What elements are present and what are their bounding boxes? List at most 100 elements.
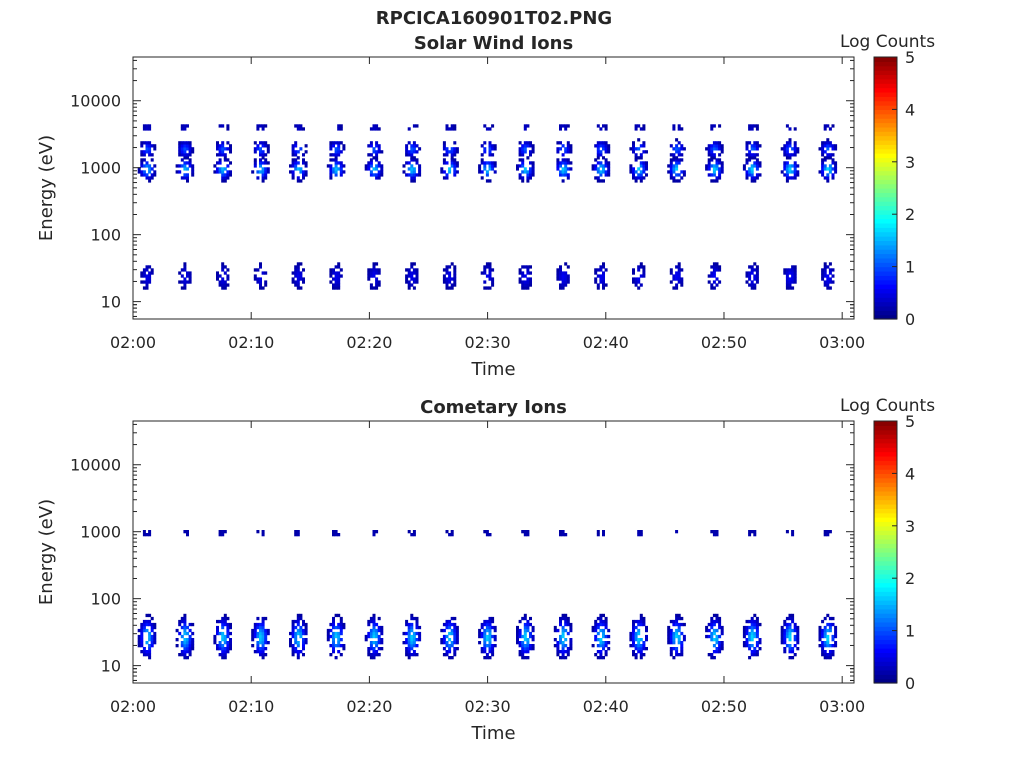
spectrogram-cell (264, 167, 268, 171)
spectrogram-cell (339, 170, 343, 174)
spectrogram-cell (145, 283, 149, 287)
spectrogram-cell (710, 631, 714, 636)
spectrogram-cell (793, 176, 797, 180)
colorbar-segment (874, 608, 897, 614)
spectrogram-cell (213, 638, 217, 642)
spectrogram-cell (521, 280, 525, 284)
spectrogram-cell (526, 141, 530, 145)
spectrogram-cell (337, 634, 341, 639)
spectrogram-cell (412, 638, 416, 642)
spectrogram-cell (407, 286, 411, 290)
spectrogram-cell (556, 268, 560, 272)
spectrogram-cell (369, 616, 373, 621)
spectrogram-cell (602, 280, 605, 284)
spectrogram-cell (521, 161, 525, 165)
spectrogram-cell (566, 619, 570, 624)
spectrogram-cell (748, 277, 752, 281)
spectrogram-cell (221, 262, 225, 266)
spectrogram-cell (450, 283, 454, 287)
spectrogram-cell (410, 265, 414, 269)
spectrogram-cell (445, 653, 449, 657)
spectrogram-cell (755, 616, 759, 621)
spectrogram-cell (407, 283, 411, 287)
spectrogram-cell (226, 173, 230, 177)
spectrogram-cell (150, 153, 154, 157)
spectrogram-cell (826, 153, 830, 157)
spectrogram-cell (407, 641, 411, 645)
spectrogram-cell (788, 613, 792, 618)
spectrogram-cell (226, 141, 230, 145)
spectrogram-cell (372, 650, 376, 654)
spectrogram-cell (412, 280, 416, 284)
spectrogram-cell (294, 167, 298, 171)
spectrogram-cell (485, 127, 489, 131)
colorbar-segment (874, 148, 897, 154)
spectrogram-cell (216, 625, 219, 630)
spectrogram-cell (521, 647, 525, 651)
spectrogram-cell (712, 638, 716, 642)
spectrogram-cell (750, 644, 754, 648)
spectrogram-cell (412, 141, 416, 145)
spectrogram-cell (791, 619, 795, 624)
spectrogram-cell (788, 647, 792, 651)
spectrogram-cell (221, 647, 225, 651)
spectrogram-cell (296, 277, 300, 281)
spectrogram-cell (823, 628, 827, 633)
spectrogram-cell (137, 628, 141, 633)
spectrogram-cell (186, 144, 189, 148)
spectrogram-cell (453, 650, 457, 654)
spectrogram-cell (337, 641, 341, 645)
spectrogram-cell (478, 641, 482, 645)
spectrogram-cell (337, 644, 341, 648)
spectrogram-cell (150, 628, 154, 633)
spectrogram-cell (632, 625, 635, 630)
spectrogram-cell (826, 644, 830, 648)
colorbar-segment (874, 236, 897, 241)
spectrogram-cell (180, 634, 184, 639)
spectrogram-cell (180, 127, 184, 131)
spectrogram-cell (372, 274, 376, 278)
spectrogram-cell (758, 622, 762, 627)
spectrogram-cell (712, 164, 716, 168)
colorbar-segment (874, 262, 897, 268)
spectrogram-cell (639, 173, 643, 177)
spectrogram-cell (596, 161, 600, 165)
colorbar-frame (873, 56, 898, 320)
colorbar-segment (874, 578, 897, 584)
spectrogram-cell (521, 650, 525, 654)
spectrogram-cell (261, 530, 265, 534)
colorbar-segment (874, 209, 897, 215)
spectrogram-cell (677, 161, 681, 165)
spectrogram-cell (405, 277, 409, 281)
spectrogram-cell (594, 167, 598, 171)
spectrogram-cell (407, 280, 411, 284)
spectrogram-cell (523, 280, 527, 284)
spectrogram-cell (594, 164, 598, 168)
spectrogram-cell (553, 644, 557, 648)
spectrogram-cell (491, 616, 495, 621)
spectrogram-cell (485, 619, 489, 624)
spectrogram-cell (367, 271, 371, 275)
colorbar-segment (874, 613, 897, 619)
spectrogram-cell (291, 161, 295, 165)
spectrogram-cell (748, 156, 752, 160)
spectrogram-cell (251, 638, 255, 642)
spectrogram-cell (599, 628, 603, 633)
spectrogram-cell (488, 286, 492, 290)
spectrogram-cell (369, 647, 373, 651)
spectrogram-cell (637, 631, 641, 636)
spectrogram-cell (491, 283, 495, 287)
spectrogram-cell (266, 631, 270, 636)
spectrogram-cell (226, 641, 230, 645)
spectrogram-cell (672, 641, 676, 645)
spectrogram-cell (493, 644, 497, 648)
spectrogram-cell (332, 268, 335, 272)
spectrogram-cell (556, 628, 560, 633)
spectrogram-cell (178, 150, 182, 154)
spectrogram-cell (523, 147, 527, 151)
spectrogram-cell (145, 613, 149, 618)
spectrogram-cell (783, 619, 787, 624)
spectrogram-cell (188, 638, 192, 642)
spectrogram-cell (304, 641, 308, 645)
spectrogram-cell (677, 268, 681, 272)
